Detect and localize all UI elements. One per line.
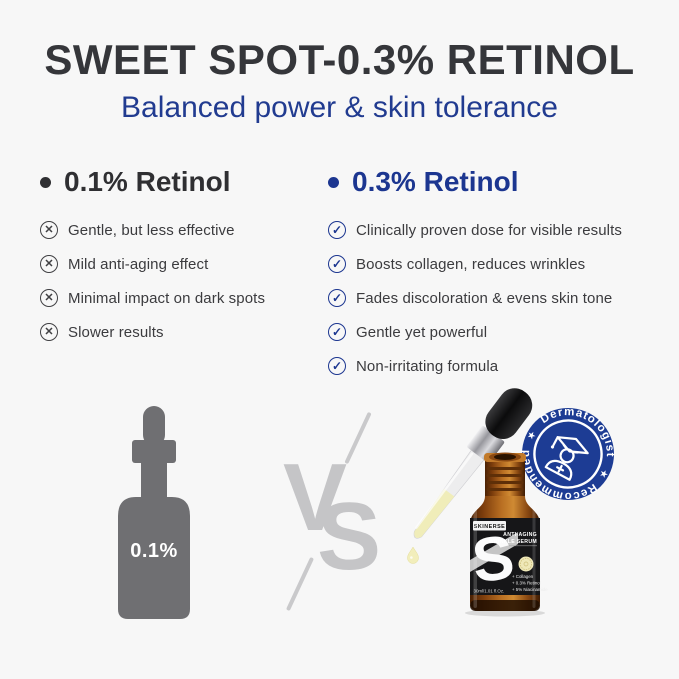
neck-thread: [486, 474, 524, 477]
list-item: ✓ Gentle yet powerful: [328, 320, 676, 344]
list-item-label: Boosts collagen, reduces wrinkles: [356, 255, 586, 273]
label-emblem: [518, 556, 534, 572]
list-item-label: Gentle yet powerful: [356, 323, 488, 341]
list-item-label: Mild anti-aging effect: [68, 255, 209, 273]
column-heading-label: 0.3% Retinol: [352, 166, 519, 197]
x-circle-icon: ✕: [40, 289, 58, 307]
pros-list: ✓ Clinically proven dose for visible res…: [328, 218, 676, 378]
label-bullet-3: + 5% Niacinamide: [512, 587, 548, 592]
brand-box: [473, 521, 506, 531]
list-item-label: Minimal impact on dark spots: [68, 289, 266, 307]
bottle-base: [470, 600, 540, 611]
column-01-retinol: 0.1% Retinol ✕ Gentle, but less effectiv…: [40, 165, 325, 354]
serum-in-tube: [414, 488, 455, 538]
vs-letter-v: V: [283, 444, 347, 551]
label-diagonal-band: [470, 532, 518, 572]
gray-bottle-silhouette: 0.1%: [118, 406, 190, 619]
check-circle-icon: ✓: [328, 221, 346, 239]
dropper-pipette: [413, 388, 533, 539]
bottle-neck-shape: [141, 463, 167, 499]
product-name-line2: WRINKLE SERUM: [489, 539, 537, 545]
check-circle-icon: ✓: [328, 357, 346, 375]
dropper-bulb-shape: [143, 406, 165, 446]
list-item: ✓ Clinically proven dose for visible res…: [328, 218, 676, 242]
vs-slash-top: [344, 411, 372, 465]
product-name-line1: ANTI-AGING: [503, 532, 537, 538]
column-heading-01: 0.1% Retinol: [40, 165, 325, 199]
label-bullet-1: + Collagen: [512, 574, 534, 579]
vs-letter-s: S: [317, 483, 381, 590]
list-item-label: Slower results: [68, 323, 164, 341]
cons-list: ✕ Gentle, but less effective ✕ Mild anti…: [40, 218, 325, 344]
list-item-label: Clinically proven dose for visible resul…: [356, 221, 622, 239]
list-item-label: Fades discoloration & evens skin tone: [356, 289, 613, 307]
list-item: ✓ Fades discoloration & evens skin tone: [328, 286, 676, 310]
list-item: ✕ Minimal impact on dark spots: [40, 286, 325, 310]
bottle-shadow: [465, 609, 545, 617]
gray-bottle-label: 0.1%: [130, 540, 178, 562]
list-item-label: Non-irritating formula: [356, 357, 499, 375]
list-item: ✓ Non-irritating formula: [328, 354, 676, 378]
check-circle-icon: ✓: [328, 255, 346, 273]
check-circle-icon: ✓: [328, 289, 346, 307]
list-item: ✕ Slower results: [40, 320, 325, 344]
x-circle-icon: ✕: [40, 221, 58, 239]
glass-highlight-right: [532, 500, 536, 608]
x-circle-icon: ✕: [40, 323, 58, 341]
product-visual: Dermatologist Recommended ★ ★: [407, 388, 629, 617]
vs-slash-bottom: [285, 556, 315, 612]
bottle-neck: [485, 461, 525, 498]
list-item: ✕ Gentle, but less effective: [40, 218, 325, 242]
dropper-collar-shape: [132, 440, 176, 463]
bullet-dot-icon: [328, 176, 339, 188]
dropper-bulb: [485, 388, 533, 439]
badge-inner-ring: [533, 419, 603, 489]
page-title: SWEET SPOT-0.3% RETINOL: [44, 36, 635, 83]
bottle-body-shape: [118, 497, 190, 619]
x-circle-icon: ✕: [40, 255, 58, 273]
column-03-retinol: 0.3% Retinol ✓ Clinically proven dose fo…: [328, 165, 676, 388]
list-item: ✕ Mild anti-aging effect: [40, 252, 325, 276]
label-divider: [509, 545, 537, 547]
column-heading-03: 0.3% Retinol: [328, 165, 676, 199]
graduate-doctor-icon: [544, 436, 589, 481]
page-subtitle: Balanced power & skin tolerance: [121, 91, 558, 124]
bottle-mouth: [494, 454, 516, 460]
tube-highlight: [415, 452, 474, 529]
serum-bottle: SKINERSE S ANTI-AGING WRINKLE SERUM + Co…: [465, 452, 548, 617]
list-item-label: Gentle, but less effective: [68, 221, 235, 239]
product-label: SKINERSE S ANTI-AGING WRINKLE SERUM + Co…: [468, 518, 548, 596]
label-bullet-2: + 0.3% Retinol: [512, 581, 541, 586]
label-volume: 30ml/1.01 fl.Oz.: [474, 589, 505, 594]
bullet-dot-icon: [40, 176, 51, 188]
neck-thread: [486, 481, 524, 484]
column-heading-label: 0.1% Retinol: [64, 166, 231, 197]
check-circle-icon: ✓: [328, 323, 346, 341]
neck-thread: [486, 488, 524, 491]
serum-drop: [407, 546, 419, 564]
brand-name: SKINERSE: [474, 524, 506, 530]
list-item: ✓ Boosts collagen, reduces wrinkles: [328, 252, 676, 276]
neck-thread: [486, 467, 524, 470]
brand-monogram: S: [468, 523, 517, 597]
glass-highlight-left: [473, 500, 477, 608]
